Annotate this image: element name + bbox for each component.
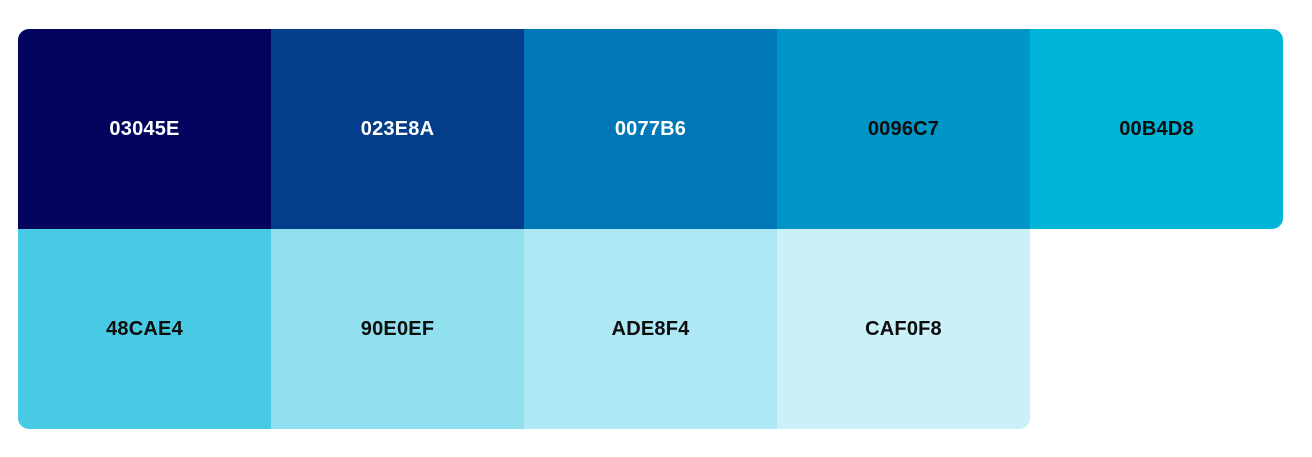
swatch-hex-label: 48CAE4 bbox=[106, 317, 183, 340]
color-swatch-00b4d8[interactable]: 00B4D8 bbox=[1030, 29, 1283, 229]
color-swatch-90e0ef[interactable]: 90E0EF bbox=[271, 229, 524, 429]
color-swatch-0077b6[interactable]: 0077B6 bbox=[524, 29, 777, 229]
palette-row-1: 03045E 023E8A 0077B6 0096C7 00B4D8 bbox=[18, 29, 1283, 229]
swatch-hex-label: 023E8A bbox=[360, 117, 435, 140]
color-swatch-023e8a[interactable]: 023E8A bbox=[271, 29, 524, 229]
swatch-hex-label: 03045E bbox=[109, 117, 180, 140]
swatch-hex-label: 0077B6 bbox=[614, 117, 687, 140]
color-swatch-0096c7[interactable]: 0096C7 bbox=[777, 29, 1030, 229]
color-swatch-48cae4[interactable]: 48CAE4 bbox=[18, 229, 271, 429]
color-swatch-ade8f4[interactable]: ADE8F4 bbox=[524, 229, 777, 429]
color-palette: 03045E 023E8A 0077B6 0096C7 00B4D8 48CAE… bbox=[18, 29, 1283, 429]
swatch-hex-label: 0096C7 bbox=[867, 117, 940, 140]
color-swatch-caf0f8[interactable]: CAF0F8 bbox=[777, 229, 1030, 429]
swatch-hex-label: ADE8F4 bbox=[611, 317, 690, 340]
swatch-hex-label: 90E0EF bbox=[360, 317, 435, 340]
palette-row-2: 48CAE4 90E0EF ADE8F4 CAF0F8 bbox=[18, 229, 1030, 429]
color-swatch-03045e[interactable]: 03045E bbox=[18, 29, 271, 229]
swatch-hex-label: CAF0F8 bbox=[865, 317, 942, 340]
swatch-hex-label: 00B4D8 bbox=[1119, 117, 1194, 140]
